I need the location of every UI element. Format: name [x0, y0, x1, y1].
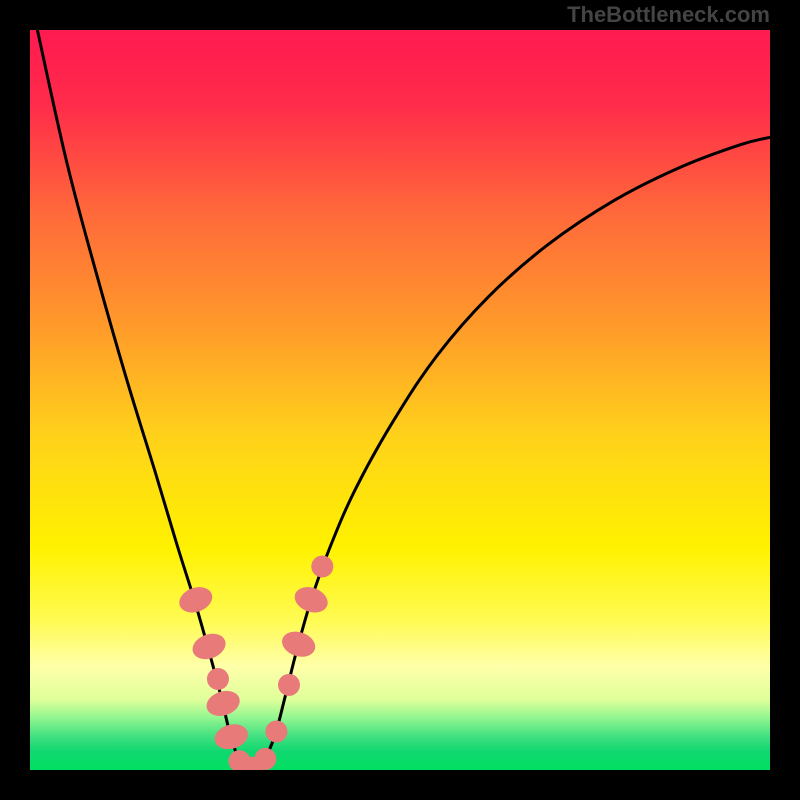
data-marker — [189, 629, 229, 663]
watermark-text: TheBottleneck.com — [567, 2, 770, 28]
plot-area — [30, 30, 770, 770]
data-marker — [265, 721, 287, 743]
data-marker — [207, 668, 229, 690]
curve-right-branch — [252, 137, 770, 770]
data-marker — [311, 556, 333, 578]
data-marker — [176, 583, 216, 617]
data-marker — [203, 687, 243, 720]
chart-container: TheBottleneck.com — [0, 0, 800, 800]
bottleneck-curve — [30, 30, 770, 770]
data-marker — [291, 583, 331, 617]
data-marker — [278, 674, 300, 696]
curve-left-branch — [37, 30, 252, 770]
data-marker — [212, 720, 251, 752]
data-markers — [176, 556, 334, 771]
data-marker — [279, 628, 319, 661]
data-marker — [254, 748, 276, 770]
